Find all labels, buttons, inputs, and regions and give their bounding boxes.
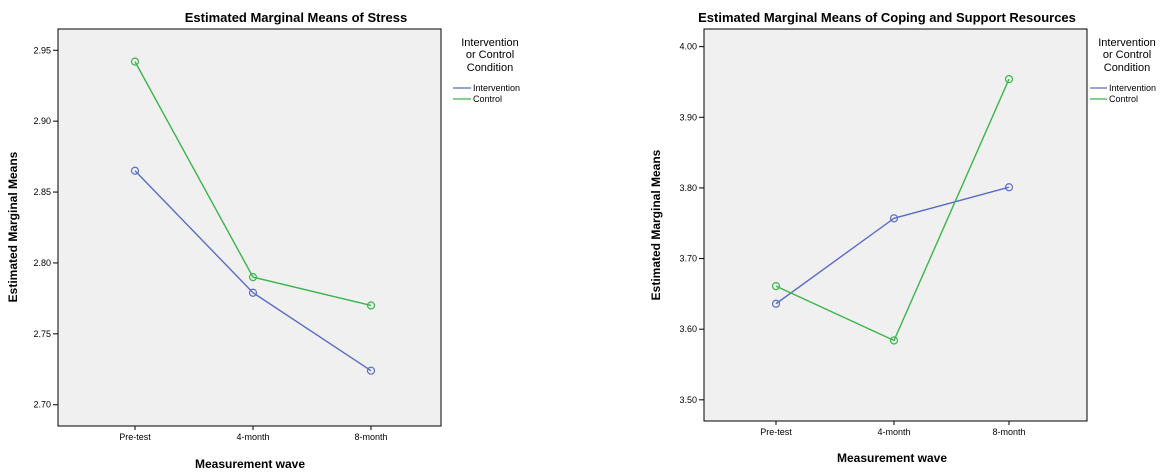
data-point-control	[889, 336, 899, 345]
y-tick-label: 3.50	[679, 395, 697, 405]
data-point-control	[248, 273, 258, 282]
series-group	[130, 57, 376, 375]
legend-title-line-2: or Control	[1103, 49, 1151, 61]
data-point-intervention	[1004, 183, 1014, 192]
y-axis: 3.50 3.60 3.70 3.80 3.90 4.00	[679, 42, 704, 405]
data-point-intervention	[889, 214, 899, 223]
legend-label-intervention: Intervention	[473, 83, 520, 93]
y-tick-label: 2.85	[33, 187, 51, 197]
plot-area	[703, 28, 1088, 422]
series-group	[771, 75, 1014, 345]
data-point-control	[771, 281, 781, 291]
y-axis-title: Estimated Marginal Means	[649, 149, 663, 300]
x-axis: Pre-test 4-month 8-month	[119, 426, 388, 442]
legend-label-control: Control	[1109, 94, 1138, 104]
data-point-control	[1004, 75, 1014, 84]
x-tick-label: 4-month	[877, 427, 910, 437]
data-point-intervention	[130, 166, 140, 175]
x-tick-label: 4-month	[236, 432, 269, 442]
chart-coping: Estimated Marginal Means of Coping and S…	[649, 10, 1156, 465]
y-tick-label: 3.70	[679, 254, 697, 264]
y-tick-label: 3.80	[679, 183, 697, 193]
series-line-control	[134, 61, 372, 307]
series-line-intervention	[134, 170, 372, 372]
x-tick-label: 8-month	[992, 427, 1025, 437]
x-tick-label: 8-month	[354, 432, 387, 442]
y-tick-label: 2.80	[33, 258, 51, 268]
data-point-control	[130, 57, 140, 66]
y-tick-label: 4.00	[679, 42, 697, 52]
chart-stress: Estimated Marginal Means of Stress 2.702…	[6, 10, 520, 471]
y-axis: 2.70 2.75 2.80 2.85 2.90 2.95	[33, 45, 58, 410]
legend-label-control: Control	[473, 94, 502, 104]
x-axis: Pre-test 4-month 8-month	[760, 421, 1026, 437]
chart-title: Estimated Marginal Means of Stress	[185, 10, 408, 25]
y-tick-label: 3.60	[679, 324, 697, 334]
y-tick-label: 2.90	[33, 116, 51, 126]
legend-title-line-3: Condition	[1104, 62, 1150, 74]
y-tick-label: 2.95	[33, 45, 51, 55]
data-point-intervention	[248, 288, 258, 297]
chart-title: Estimated Marginal Means of Coping and S…	[698, 10, 1076, 25]
x-axis-title: Measurement wave	[195, 457, 305, 471]
legend: Intervention or Control Condition Interv…	[453, 37, 520, 104]
legend-title-line-1: Intervention	[461, 37, 518, 49]
data-point-intervention	[771, 299, 781, 308]
legend-title-line-2: or Control	[466, 49, 514, 61]
legend-title-line-3: Condition	[467, 62, 513, 74]
data-point-control	[366, 301, 376, 310]
legend: Intervention or Control Condition Interv…	[1090, 37, 1156, 104]
y-tick-label: 3.90	[679, 112, 697, 122]
plot-area	[57, 28, 442, 427]
legend-title-line-1: Intervention	[1098, 37, 1155, 49]
series-line-intervention	[775, 186, 1010, 305]
data-point-intervention	[366, 366, 376, 375]
series-line-control	[775, 78, 1010, 342]
y-axis-title: Estimated Marginal Means	[6, 151, 20, 302]
y-tick-label: 2.70	[33, 400, 51, 410]
x-axis-title: Measurement wave	[837, 451, 947, 465]
y-tick-label: 2.75	[33, 329, 51, 339]
x-tick-label: Pre-test	[119, 432, 151, 442]
legend-label-intervention: Intervention	[1109, 83, 1156, 93]
x-tick-label: Pre-test	[760, 427, 792, 437]
